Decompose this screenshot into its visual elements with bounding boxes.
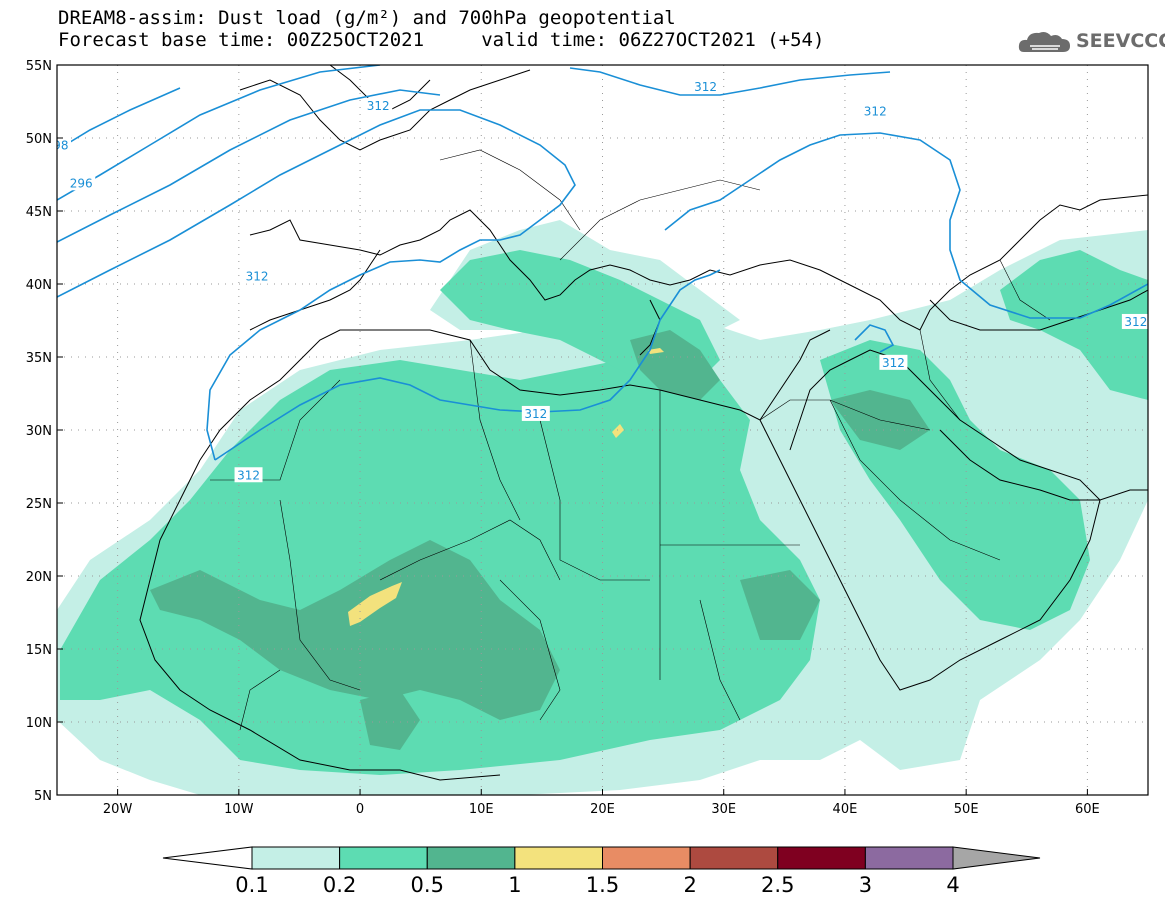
chart-title: DREAM8-assim: Dust load (g/m²) and 700hP… [58, 7, 676, 29]
colorbar-label: 1.5 [586, 873, 619, 897]
colorbar-label: 2.5 [761, 873, 794, 897]
lat-tick-label: 15N [26, 643, 52, 658]
contour-label-bg [521, 405, 550, 421]
colorbar-label: 2 [683, 873, 696, 897]
lat-tick-label: 30N [26, 424, 52, 439]
lat-tick-label: 40N [26, 278, 52, 293]
lon-tick-label: 50E [954, 802, 979, 817]
contour-label-bg [879, 354, 908, 370]
colorbar-label: 4 [946, 873, 959, 897]
lon-tick-label: 10W [224, 802, 254, 817]
lon-tick-label: 10E [469, 802, 494, 817]
colorbar-swatch [864, 846, 954, 870]
contour-label: 312 [521, 405, 550, 421]
lat-tick-label: 25N [26, 497, 52, 512]
contour-label-text: 312 [246, 270, 269, 284]
colorbar-high-arrow [952, 846, 1041, 870]
contour-label: 298 [46, 137, 71, 153]
dust-0.5-layer [150, 330, 930, 750]
lat-tick-label: 45N [26, 205, 52, 220]
colorbar-swatch [339, 846, 428, 870]
country-borders [210, 149, 1051, 731]
colorbar-swatch [777, 846, 866, 870]
geopotential-contours [57, 65, 1148, 461]
contour-label: 296 [67, 175, 96, 191]
contour-label-text: 312 [864, 105, 887, 119]
contour-label-bg [1121, 313, 1148, 329]
contour-label-text: 312 [882, 356, 905, 370]
lon-tick-label: 40E [833, 802, 858, 817]
contour-label-text: 296 [70, 176, 93, 190]
logo-text: SEEVCCC [1076, 30, 1165, 52]
contour-label-text: 312 [694, 80, 717, 94]
contour-label-bg [67, 175, 96, 191]
lon-tick-label: 20W [103, 802, 133, 817]
contour-label: 312 [234, 467, 263, 483]
contour-labels: 298 296 312 312 312 312 312 312 312 312 [46, 78, 1148, 483]
lat-tick-label: 35N [26, 351, 52, 366]
contour-label-bg [861, 103, 890, 119]
contour-label-bg [243, 268, 272, 284]
lat-tick-label: 50N [26, 132, 52, 147]
contour-label-text: 312 [367, 99, 390, 113]
contour-label: 312 [861, 103, 890, 119]
longitude-axis: 20W 10W 0 10E 20E 30E 40E 50E 60E [103, 789, 1100, 817]
colorbar: 0.1 0.2 0.5 1 1.5 2 2.5 3 4 [162, 846, 1041, 897]
contour-label-bg [364, 97, 393, 113]
colorbar-low-arrow [162, 846, 253, 870]
chart-subtitle: Forecast base time: 00Z25OCT2021 valid t… [58, 29, 825, 51]
contour-label-bg [57, 137, 71, 153]
lat-tick-label: 55N [26, 59, 52, 74]
contour-label-text: 298 [46, 138, 69, 152]
colorbar-label: 1 [508, 873, 521, 897]
contour-label: 312 [364, 97, 393, 113]
contour-label-text: 312 [237, 468, 260, 482]
contour-label-bg [691, 78, 720, 94]
contour-label-text: 312 [1124, 315, 1147, 329]
map-plot-area: 298 296 312 312 312 312 312 312 312 312 [46, 65, 1148, 795]
colorbar-label: 0.1 [235, 873, 268, 897]
contour-label-text: 312 [524, 407, 547, 421]
contour-label: 312 [691, 78, 720, 94]
lon-tick-label: 0 [356, 802, 364, 817]
colorbar-swatch [602, 846, 691, 870]
lat-tick-label: 20N [26, 570, 52, 585]
lon-tick-label: 20E [590, 802, 615, 817]
lon-tick-label: 30E [711, 802, 736, 817]
contour-label: 312 [879, 354, 908, 370]
latitude-axis: 55N 50N 45N 40N 35N 30N 25N 20N 15N 10N 5N [26, 59, 63, 804]
dust-1-layer [348, 348, 664, 626]
lon-tick-label: 60E [1075, 802, 1100, 817]
contour-label: 312 [243, 268, 272, 284]
lat-tick-label: 10N [26, 716, 52, 731]
colorbar-swatch [514, 846, 603, 870]
lat-tick-label: 5N [34, 789, 52, 804]
contour-label: 312 [1121, 313, 1148, 329]
colorbar-label: 3 [859, 873, 872, 897]
colorbar-swatch [251, 846, 341, 870]
colorbar-label: 0.2 [323, 873, 356, 897]
cloud-icon [1018, 32, 1070, 52]
seevccc-logo: SEEVCCC [1018, 28, 1165, 58]
colorbar-swatch [426, 846, 516, 870]
colorbar-label: 0.5 [411, 873, 444, 897]
contour-label-bg [234, 467, 263, 483]
colorbar-swatch [689, 846, 779, 870]
